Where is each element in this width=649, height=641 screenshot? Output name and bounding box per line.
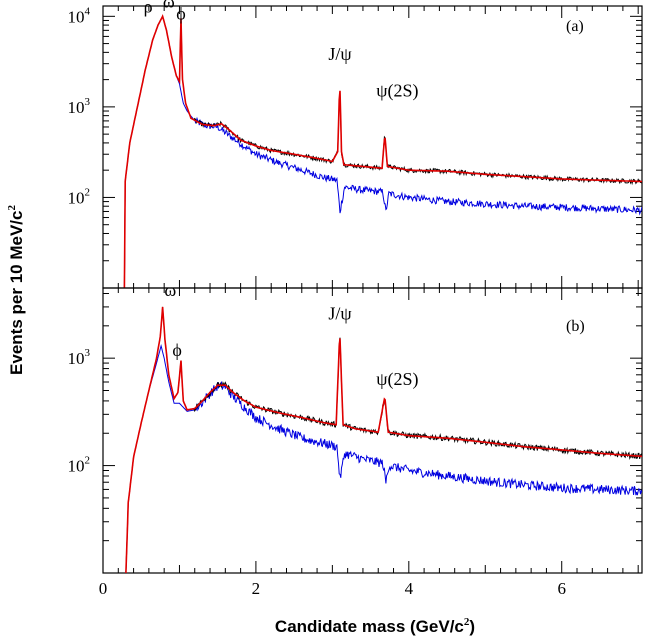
panel-b-tag: (b): [566, 318, 585, 335]
panel-a-tag: (a): [566, 18, 584, 35]
data-series: [125, 306, 642, 573]
y-tick-label: 102: [68, 186, 91, 207]
fit-series: [123, 14, 642, 288]
peak-label: J/ψ: [328, 44, 352, 64]
x-tick-label: 4: [405, 579, 414, 598]
panel-a-ticks: [102, 6, 642, 289]
background-series: [123, 14, 642, 288]
panel-a-series: [123, 14, 642, 288]
background-series: [125, 343, 642, 573]
y-tick-label: 104: [68, 5, 91, 26]
peak-label: J/ψ: [328, 303, 352, 323]
panel-a-peak-labels: ρ ωϕ J/ψ ψ(2S): [144, 0, 419, 102]
x-tick-label: 0: [99, 579, 108, 598]
panel-a: 102 103 104 ρ ωϕ J/ψ ψ(2S) (a): [68, 0, 643, 289]
panel-b: 102 103 ω ϕ J/ψ ψ(2S) (b): [68, 280, 643, 574]
panel-b-frame: [102, 287, 643, 574]
panel-a-frame: [102, 5, 643, 289]
y-tick-label: 102: [68, 455, 91, 476]
panel-b-peak-labels: ω ϕ J/ψ ψ(2S): [164, 280, 418, 390]
y-tick-label: 103: [68, 96, 91, 117]
peak-label: ρ: [144, 0, 153, 17]
peak-label: ω: [164, 280, 176, 300]
peak-label: ϕ: [172, 340, 181, 360]
peak-label: ω: [163, 0, 175, 12]
y-axis-title: Events per 10 MeV/c2: [6, 205, 26, 375]
peak-label: ψ(2S): [376, 369, 418, 390]
x-tick-label: 6: [557, 579, 566, 598]
peak-label: ψ(2S): [376, 81, 418, 102]
fit-series: [125, 306, 642, 573]
x-tick-labels: 0 2 4 6: [99, 579, 566, 598]
peak-label: ϕ: [176, 4, 185, 24]
panel-b-y-tick-labels: 102 103: [68, 347, 91, 475]
x-axis-title: Candidate mass (GeV/c2): [275, 616, 475, 636]
y-tick-label: 103: [68, 347, 91, 368]
x-tick-label: 2: [252, 579, 261, 598]
panel-a-y-tick-labels: 102 103 104: [68, 5, 91, 207]
panel-b-series: [125, 306, 642, 573]
panel-b-ticks: [102, 288, 642, 574]
